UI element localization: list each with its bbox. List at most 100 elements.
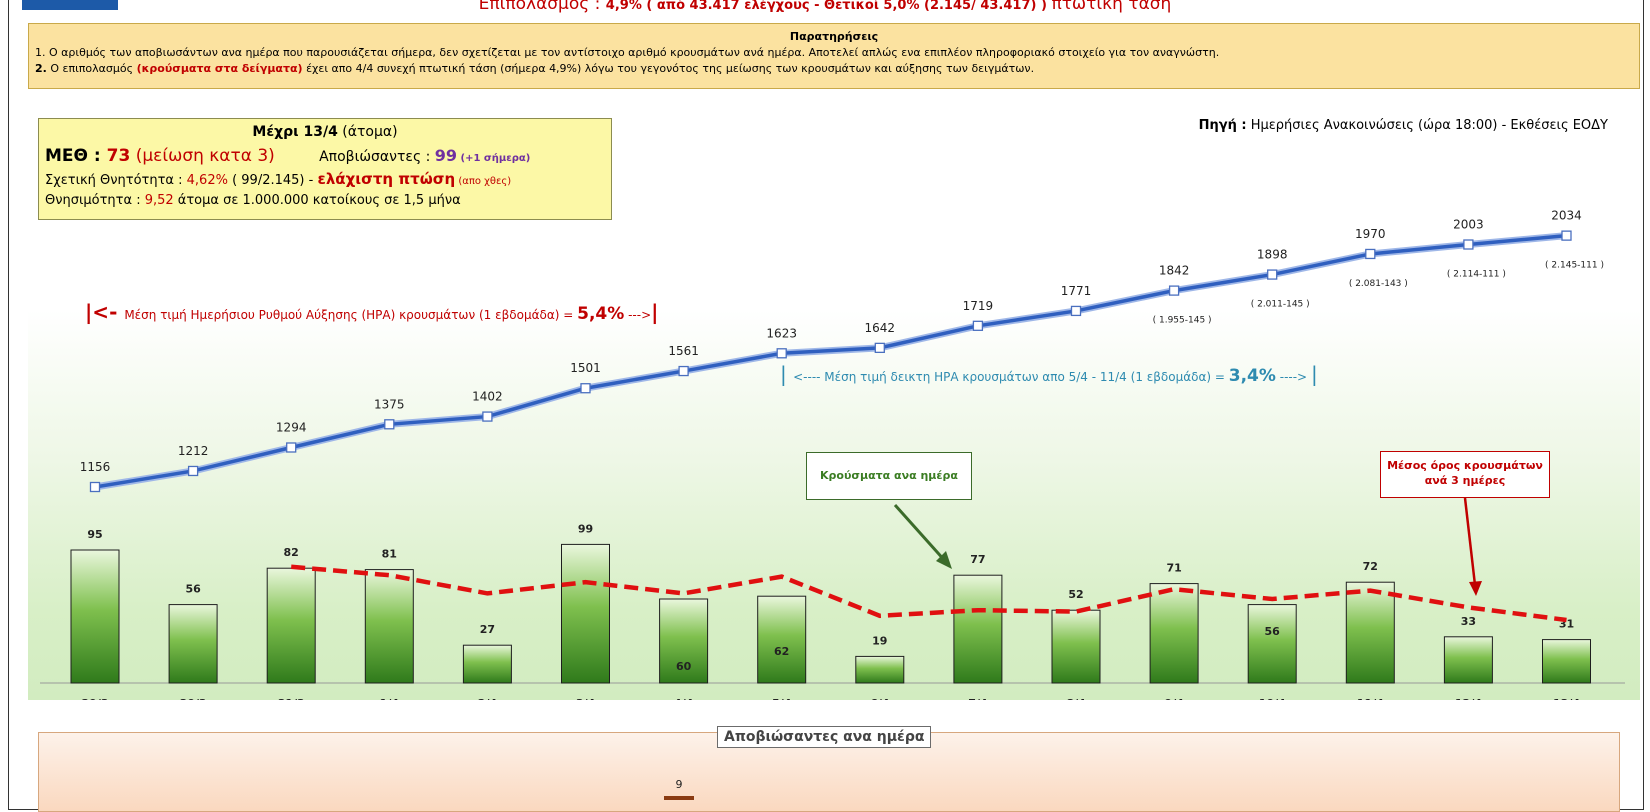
cumulative-point-13/4: [1561, 230, 1572, 241]
cumulative-point-10/4: [1267, 269, 1278, 280]
bar-9/4: [1149, 583, 1199, 684]
cumulative-note-12/4: ( 2.114-111 ): [1447, 270, 1506, 280]
bar-12/4: [1443, 636, 1493, 684]
x-tick-11/4: 11/4: [1357, 697, 1384, 700]
deaths-bar-visible: [664, 796, 694, 800]
x-tick-1/4: 1/4: [380, 697, 400, 700]
deaths-bar-label: 9: [676, 778, 683, 791]
cumulative-label-8/4: 1771: [1061, 284, 1092, 298]
cumulative-label-1/4: 1375: [374, 397, 405, 411]
cumulative-label-31/3: 1294: [276, 420, 307, 434]
logo: [22, 0, 118, 10]
x-tick-13/4: 13/4: [1553, 697, 1580, 700]
bar-label-11/4: 72: [1363, 560, 1378, 573]
prevalence-trend: πτωτική τάση: [1051, 0, 1172, 14]
x-tick-10/4: 10/4: [1259, 697, 1286, 700]
prevalence-headline: Επιπολασμός : 4,9% ( από 43.417 ελέγχους…: [0, 0, 1650, 14]
week-growth-annotation: | <---- Μέση τιμή δεικτη ΗΡΑ κρουσμάτων …: [780, 362, 1318, 386]
source-note: Πηγή : Ημερήσιες Ανακοινώσεις (ώρα 18:00…: [1198, 118, 1608, 133]
cumulative-label-6/4: 1642: [865, 321, 896, 335]
bar-label-31/3: 82: [284, 546, 299, 559]
x-tick-8/4: 8/4: [1066, 697, 1086, 700]
callout-daily-arrowhead: [936, 551, 952, 569]
bar-label-30/3: 56: [185, 583, 201, 596]
cumulative-note-10/4: ( 2.011-145 ): [1251, 300, 1310, 310]
cumulative-label-7/4: 1719: [963, 299, 994, 313]
stats-icu-row: ΜΕΘ : 73 (μείωση κατα 3) Αποβιώσαντες : …: [45, 146, 531, 166]
stats-fatality-row: Σχετική Θνητότητα : 4,62% ( 99/2.145) - …: [45, 170, 512, 188]
bar-6/4: [855, 655, 905, 684]
cumulative-note-9/4: ( 1.955-145 ): [1153, 316, 1212, 326]
notes-title: Παρατηρήσεις: [789, 30, 879, 43]
cumulative-point-1/4: [384, 419, 395, 430]
x-tick-9/4: 9/4: [1164, 697, 1184, 700]
note-2: 2. Ο επιπολασμός (κρούσματα στα δείγματα…: [35, 62, 1035, 75]
x-tick-2/4: 2/4: [478, 697, 498, 700]
bar-7/4: [953, 574, 1003, 684]
bar-label-3/4: 99: [578, 522, 593, 535]
x-tick-4/4: 4/4: [674, 697, 694, 700]
cumulative-label-29/3: 1156: [80, 460, 111, 474]
x-tick-7/4: 7/4: [968, 697, 988, 700]
cumulative-point-12/4: [1463, 239, 1474, 250]
bar-label-1/4: 81: [382, 548, 397, 561]
bar-label-12/4: 33: [1461, 615, 1476, 628]
cumulative-label-4/4: 1561: [668, 344, 699, 358]
bar-label-2/4: 27: [480, 623, 495, 636]
cumulative-label-9/4: 1842: [1159, 264, 1190, 278]
deaths-chart: 9: [664, 778, 694, 800]
cumulative-point-11/4: [1365, 248, 1376, 260]
bar-13/4: [1542, 639, 1591, 684]
bar-5/4: [757, 595, 807, 684]
main-chart: 95 29/3 56 30/3 82 31/3 81 1/4 27 2/4 99 3/4 60 4/4 62…: [40, 209, 1625, 700]
bar-label-4/4: 60: [676, 660, 692, 673]
bar-label-6/4: 19: [872, 634, 887, 647]
cumulative-point-8/4: [1070, 305, 1082, 317]
bar-label-9/4: 71: [1166, 562, 1181, 575]
cumulative-label-12/4: 2003: [1453, 218, 1484, 232]
cumulative-label-10/4: 1898: [1257, 248, 1288, 262]
bar-29/3: [70, 549, 120, 684]
cumulative-point-31/3: [286, 442, 297, 453]
deaths-panel-title: Αποβιώσαντες ανα ημέρα: [717, 726, 932, 748]
cumulative-label-2/4: 1402: [472, 390, 503, 404]
cumulative-point-6/4: [874, 342, 885, 354]
callout-avg-arrowhead: [1469, 581, 1482, 596]
bar-31/3: [266, 567, 316, 684]
bar-label-7/4: 77: [970, 553, 985, 566]
stats-box: Μέχρι 13/4 (άτομα) ΜΕΘ : 73 (μείωση κατα…: [38, 118, 612, 220]
note-1: 1. Ο αριθμός των αποβιωσάντων ανα ημέρα …: [35, 46, 1220, 59]
cumulative-point-2/4: [482, 411, 493, 422]
x-tick-3/4: 3/4: [576, 697, 596, 700]
bar-11/4: [1345, 581, 1395, 684]
prevalence-detail: ( από 43.417 ελέγχους - Θετικοί 5,0% (2.…: [641, 0, 1052, 13]
stats-mortality-row: Θνησιμότητα : 9,52 άτομα σε 1.000.000 κα…: [45, 193, 461, 208]
cumulative-line-shadow: [94, 232, 1567, 491]
cumulative-label-11/4: 1970: [1355, 227, 1386, 241]
avg-line: [291, 564, 1567, 623]
x-tick-5/4: 5/4: [772, 697, 792, 700]
bar-label-8/4: 52: [1068, 588, 1083, 601]
cumulative-point-3/4: [580, 383, 591, 394]
cumulative-label-13/4: 2034: [1551, 209, 1582, 223]
callout-avg-arrow: [1463, 497, 1477, 586]
cumulative-note-11/4: ( 2.081-143 ): [1349, 279, 1408, 289]
bar-3/4: [561, 543, 610, 684]
cumulative-label-3/4: 1501: [570, 361, 601, 375]
cumulative-label-30/3: 1212: [178, 444, 209, 458]
cumulative-point-29/3: [89, 481, 101, 493]
cumulative-note-13/4: ( 2.145-111 ): [1545, 261, 1604, 271]
prevalence-value: 4,9%: [605, 0, 642, 13]
x-tick-29/3: 29/3: [82, 697, 109, 700]
notes-box: Παρατηρήσεις 1. Ο αριθμός των αποβιωσάντ…: [28, 23, 1640, 89]
bar-8/4: [1051, 609, 1101, 684]
x-tick-31/3: 31/3: [278, 697, 305, 700]
bar-label-5/4: 62: [774, 645, 789, 658]
cumulative-point-5/4: [776, 348, 787, 359]
bar-30/3: [168, 604, 218, 684]
cumulative-line: [94, 233, 1567, 489]
callout-daily-arrow: [893, 503, 948, 564]
x-tick-12/4: 12/4: [1455, 697, 1482, 700]
x-tick-6/4: 6/4: [870, 697, 890, 700]
x-tick-30/3: 30/3: [180, 697, 207, 700]
